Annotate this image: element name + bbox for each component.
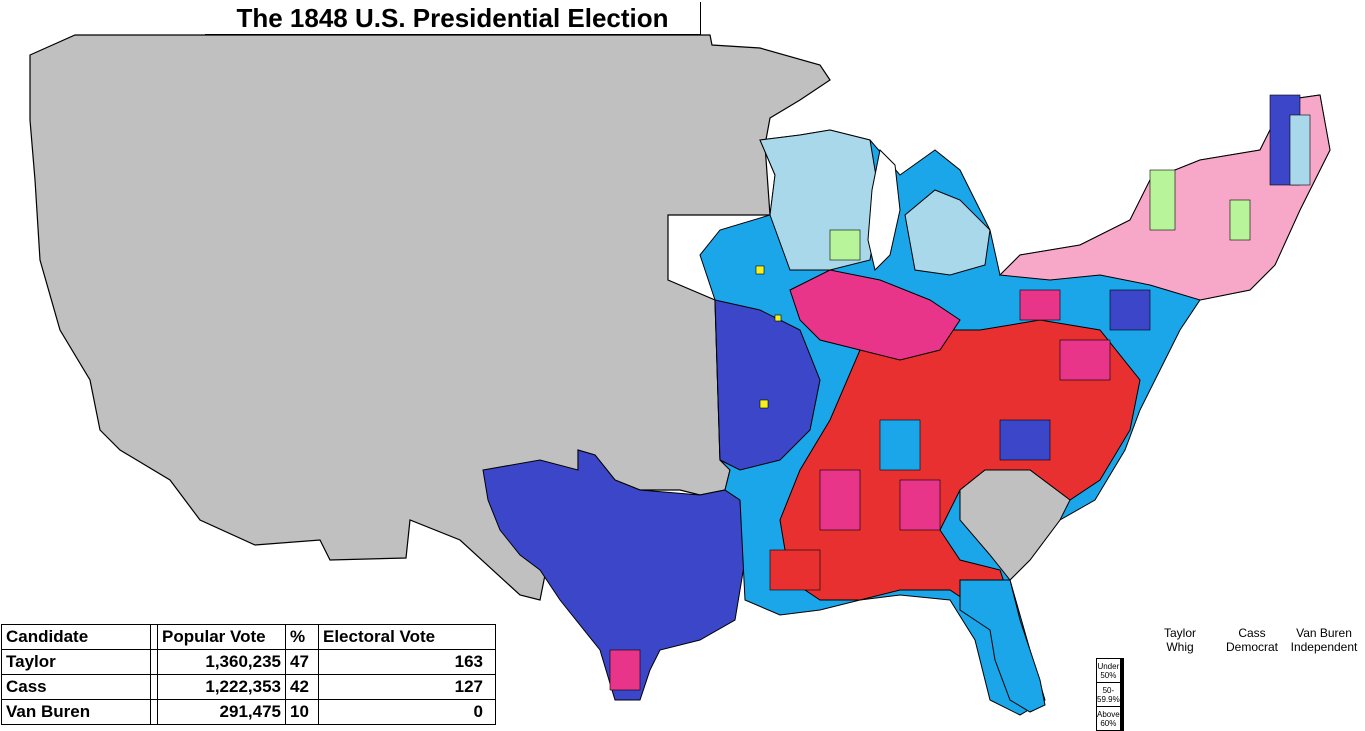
electoral-vote: 127	[318, 674, 496, 700]
vote-percent: 42	[285, 674, 319, 700]
florida	[959, 579, 1046, 713]
legend-col-name: Cass	[1238, 626, 1266, 640]
candidate-name: Van Buren	[1, 699, 151, 725]
row-spacer	[150, 699, 158, 725]
results-header-row: Candidate Popular Vote % Electoral Vote	[1, 624, 496, 650]
electoral-vote: 163	[318, 649, 496, 675]
row-spacer	[150, 674, 158, 700]
michigan-region	[904, 189, 991, 276]
legend-col-party: Democrat	[1225, 640, 1278, 654]
lake-michigan	[867, 148, 901, 271]
results-table: Candidate Popular Vote % Electoral Vote …	[1, 624, 496, 725]
legend-grid: Under 50% 50-59.9% Above 60%	[1096, 658, 1124, 731]
header-electoral-vote: Electoral Vote	[318, 624, 496, 650]
popular-vote: 1,222,353	[157, 674, 286, 700]
popular-vote: 1,360,235	[157, 649, 286, 675]
legend-level-label: Above 60%	[1096, 706, 1121, 731]
table-row: Van Buren 291,475 10 0	[1, 699, 496, 725]
legend-level-label: Under 50%	[1096, 658, 1121, 683]
candidate-name: Taylor	[1, 649, 151, 675]
legend-level-label: 50-59.9%	[1096, 682, 1121, 707]
popular-vote: 291,475	[157, 699, 286, 725]
table-row: Taylor 1,360,235 47 163	[1, 649, 496, 675]
legend-col-party: Independent	[1290, 640, 1358, 654]
header-spacer	[150, 624, 158, 650]
legend-col-name: Van Buren	[1296, 626, 1352, 640]
legend-row: Above 60%	[1096, 706, 1124, 731]
vote-percent: 47	[285, 649, 319, 675]
page-title: The 1848 U.S. Presidential Election	[205, 2, 701, 35]
legend-col-cass: Cass Democrat	[1217, 626, 1287, 654]
legend-col-taylor: Taylor Whig	[1145, 626, 1215, 654]
legend-swatch	[1121, 706, 1124, 731]
missouri-region	[714, 299, 821, 471]
legend-row: Under 50%	[1096, 658, 1124, 683]
table-row: Cass 1,222,353 42 127	[1, 674, 496, 700]
legend-row: 50-59.9%	[1096, 682, 1124, 707]
legend-swatch	[1121, 658, 1124, 683]
candidate-name: Cass	[1, 674, 151, 700]
electoral-vote: 0	[318, 699, 496, 725]
row-spacer	[150, 649, 158, 675]
legend-swatch	[1121, 682, 1124, 707]
legend-col-name: Taylor	[1163, 626, 1196, 640]
header-percent: %	[285, 624, 319, 650]
midwest-whig-region	[789, 269, 961, 361]
header-candidate: Candidate	[1, 624, 151, 650]
county-patches	[609, 94, 1311, 691]
texas-region	[482, 449, 746, 701]
south-carolina	[959, 469, 1071, 581]
legend-col-vanburen: Van Buren Independent	[1289, 626, 1359, 654]
header-popular-vote: Popular Vote	[157, 624, 286, 650]
vote-percent: 10	[285, 699, 319, 725]
legend-col-party: Whig	[1166, 640, 1194, 654]
